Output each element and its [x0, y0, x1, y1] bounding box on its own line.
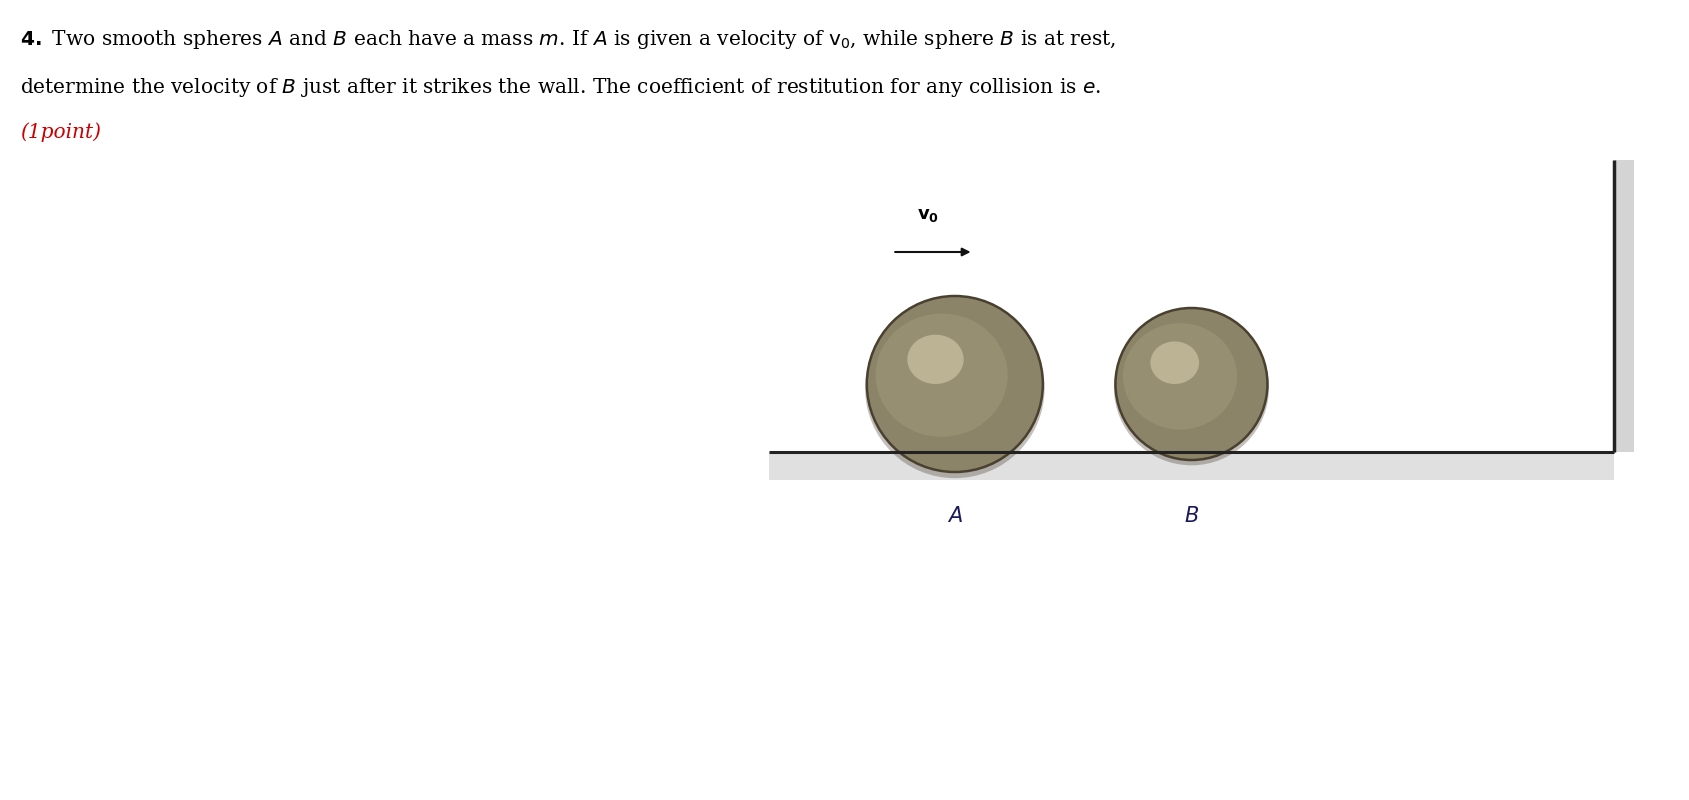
Ellipse shape	[866, 296, 1042, 472]
Bar	[768, 452, 1613, 480]
Ellipse shape	[875, 314, 1007, 437]
Text: (1point): (1point)	[20, 122, 101, 142]
Bar	[1613, 160, 1633, 452]
Ellipse shape	[1150, 342, 1198, 384]
Text: $B$: $B$	[1184, 506, 1198, 526]
Ellipse shape	[865, 298, 1044, 478]
Text: determine the velocity of $B$ just after it strikes the wall. The coefficient of: determine the velocity of $B$ just after…	[20, 76, 1101, 99]
Text: $\mathbf{v_0}$: $\mathbf{v_0}$	[915, 206, 939, 224]
Text: $\mathbf{4.}$ Two smooth spheres $A$ and $B$ each have a mass $m$. If $A$ is giv: $\mathbf{4.}$ Two smooth spheres $A$ and…	[20, 28, 1116, 51]
Ellipse shape	[907, 334, 963, 384]
Ellipse shape	[1113, 310, 1268, 466]
Text: $A$: $A$	[946, 506, 963, 526]
Ellipse shape	[1115, 308, 1267, 460]
Ellipse shape	[1123, 323, 1236, 430]
